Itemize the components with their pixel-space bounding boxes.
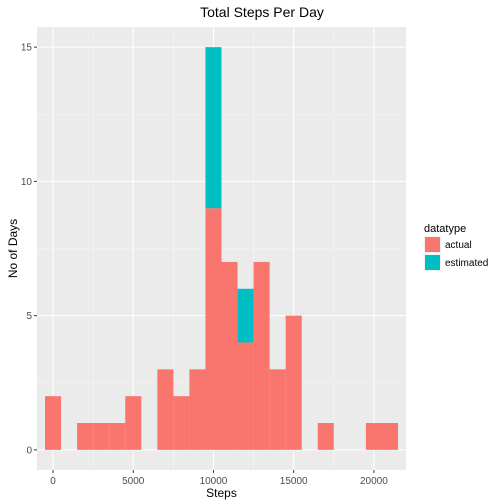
x-tick-label: 5000 bbox=[122, 476, 145, 487]
legend-swatch-actual bbox=[425, 237, 440, 252]
bar-actual bbox=[221, 261, 238, 450]
bar-actual bbox=[77, 423, 94, 450]
bar-actual bbox=[173, 396, 190, 450]
y-axis: 0 5 10 15 bbox=[21, 43, 37, 456]
legend-swatch-estimated bbox=[425, 255, 440, 270]
bar-actual bbox=[109, 423, 126, 450]
y-tick-label: 15 bbox=[21, 43, 33, 54]
bar-actual bbox=[93, 423, 110, 450]
chart-title: Total Steps Per Day bbox=[200, 4, 324, 20]
bar-actual bbox=[365, 423, 382, 450]
bar-actual bbox=[381, 423, 398, 450]
y-axis-title: No of Days bbox=[6, 219, 20, 278]
bar-estimated bbox=[205, 47, 222, 209]
bar-actual bbox=[157, 369, 174, 450]
bar-actual bbox=[205, 208, 222, 450]
bar-estimated bbox=[237, 288, 254, 343]
x-tick-label: 0 bbox=[50, 476, 56, 487]
y-tick-label: 5 bbox=[26, 311, 32, 322]
bar-actual bbox=[125, 396, 142, 450]
legend-label-actual: actual bbox=[445, 240, 472, 251]
bar-actual bbox=[45, 396, 62, 450]
x-tick-label: 10000 bbox=[200, 476, 228, 487]
bar-actual bbox=[285, 315, 302, 450]
bar-actual bbox=[253, 261, 270, 450]
y-tick-label: 10 bbox=[21, 177, 33, 188]
x-tick-label: 20000 bbox=[360, 476, 388, 487]
bar-actual bbox=[237, 342, 254, 450]
bars bbox=[45, 47, 398, 450]
x-tick-label: 15000 bbox=[280, 476, 308, 487]
bar-actual bbox=[189, 369, 206, 450]
bar-actual bbox=[269, 369, 286, 450]
y-tick-label: 0 bbox=[26, 445, 32, 456]
bar-actual bbox=[317, 423, 334, 450]
x-axis: 0 5000 10000 15000 20000 bbox=[50, 470, 388, 487]
legend-title: datatype bbox=[424, 223, 466, 235]
legend-label-estimated: estimated bbox=[445, 258, 488, 269]
x-axis-title: Steps bbox=[206, 486, 237, 500]
legend: datatype actual estimated bbox=[424, 223, 488, 271]
